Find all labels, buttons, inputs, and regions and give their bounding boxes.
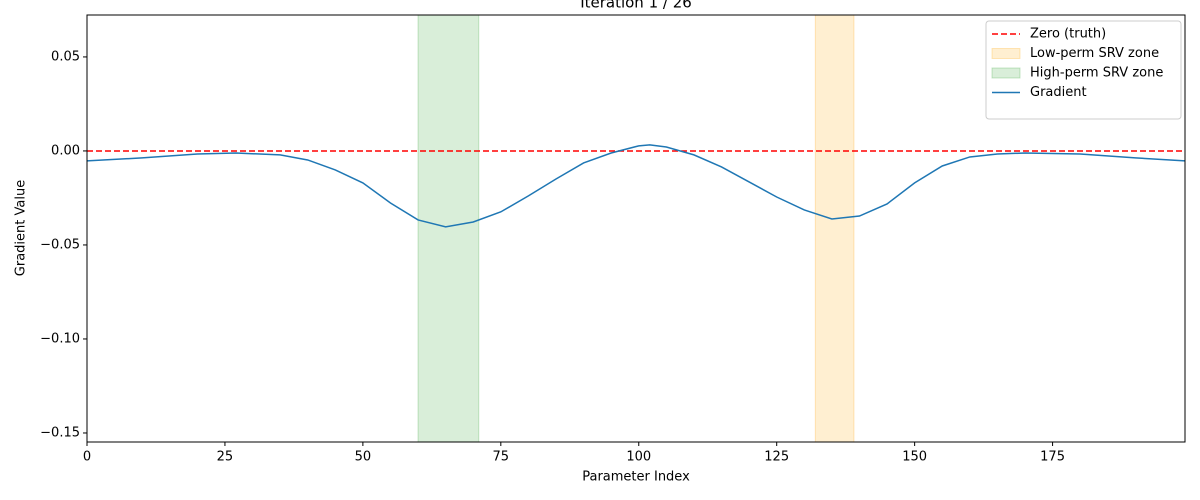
y-tick-label: 0.05	[51, 49, 80, 64]
y-tick-label: −0.10	[40, 331, 80, 346]
x-tick-label: 75	[493, 450, 510, 465]
y-axis-label: Gradient Value	[14, 180, 29, 276]
span-zone	[417, 15, 480, 442]
legend-box	[985, 20, 1182, 120]
axes-frame	[86, 14, 1186, 443]
legend-swatch	[991, 48, 1021, 59]
legend-label: Zero (truth)	[1030, 27, 1106, 42]
legend-label: Gradient	[1030, 85, 1087, 100]
x-axis-label: Parameter Index	[582, 470, 690, 485]
span-zone	[814, 15, 855, 442]
legend-label: High-perm SRV zone	[1030, 66, 1163, 81]
legend: Zero (truth) Low-perm SRV zone High-perm S…	[985, 20, 1182, 120]
x-tick-label: 125	[764, 450, 789, 465]
x-tick-label: 150	[902, 450, 927, 465]
x-tick-label: 50	[355, 450, 372, 465]
x-tick-label: 175	[1040, 450, 1065, 465]
y-tick-label: 0.00	[51, 143, 80, 158]
gradient-line	[87, 144, 1185, 228]
legend-label: Low-perm SRV zone	[1030, 46, 1159, 61]
legend-swatch	[991, 67, 1021, 79]
x-tick-label: 0	[83, 450, 91, 465]
plot-area	[87, 15, 1185, 442]
chart-title: Iteration 1 / 26	[580, 0, 692, 12]
y-tick-label: −0.15	[40, 425, 80, 440]
x-tick-label: 25	[217, 450, 234, 465]
y-tick-label: −0.05	[40, 237, 80, 252]
x-tick-label: 100	[626, 450, 651, 465]
